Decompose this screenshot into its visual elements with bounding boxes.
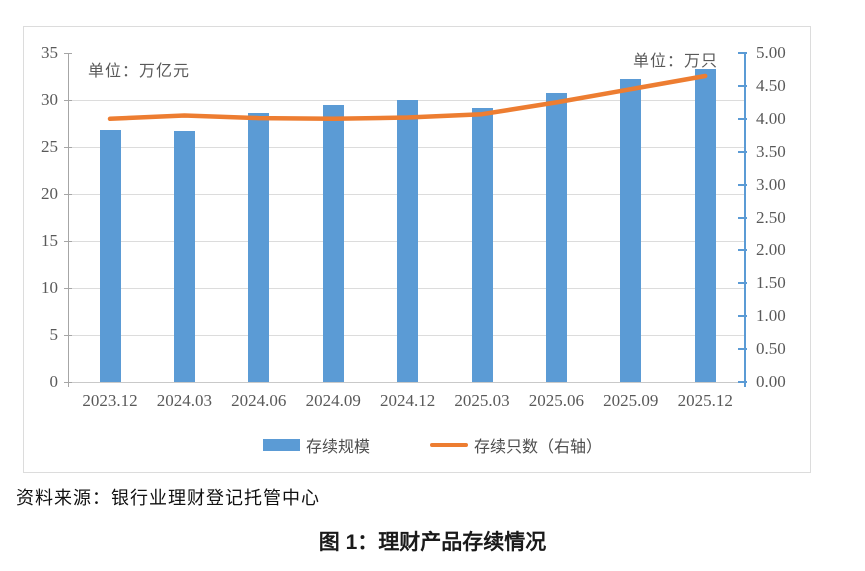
bar-series-swatch <box>263 439 300 451</box>
plot-area: 35 30 25 20 15 10 5 0 5.00 4.50 4.00 3.50 3.00 2.50 2.… <box>41 44 786 410</box>
x-axis-line <box>69 382 745 383</box>
right-axis-tick-label: 2.00 <box>756 240 786 260</box>
left-axis-tick <box>64 241 72 242</box>
left-axis-tick-label: 30 <box>41 90 58 109</box>
left-axis-tick-label: 5 <box>49 325 59 344</box>
x-axis-category-label: 2025.12 <box>677 391 733 410</box>
bar-series-legend-label: 存续规模 <box>306 439 371 456</box>
right-axis-tick-label: 4.50 <box>756 75 786 95</box>
legend-item-line-series: 存续只数（右轴） <box>430 433 602 457</box>
x-axis-category-label: 2024.09 <box>305 391 361 410</box>
bar-2024.06 <box>248 113 270 382</box>
bar-2025.12 <box>694 68 716 382</box>
left-axis-tick-label: 25 <box>41 137 58 156</box>
right-axis-tick <box>738 381 747 383</box>
bar-2025.06 <box>545 93 567 382</box>
right-axis-tick <box>738 117 747 120</box>
legend-item-bar-series: 存续规模 <box>263 433 370 457</box>
x-axis-category-label: 2025.09 <box>603 391 659 410</box>
x-axis-category-label: 2025.03 <box>454 391 510 410</box>
left-axis-tick <box>64 100 72 101</box>
left-axis-tick-label: 20 <box>41 184 58 203</box>
left-axis-tick-label: 10 <box>41 278 58 297</box>
right-axis-tick <box>738 150 747 153</box>
right-axis-tick-label: 4.00 <box>756 108 786 128</box>
line-series-svg <box>107 73 708 122</box>
x-axis-category-label: 2025.06 <box>528 391 585 410</box>
left-axis-tick <box>64 53 72 54</box>
bar-2024.12 <box>397 100 419 382</box>
right-axis-tick <box>738 52 747 54</box>
x-axis-category-label: 2024.06 <box>231 391 287 410</box>
line-series-path <box>107 73 708 122</box>
right-axis-tick-label: 1.00 <box>756 306 786 326</box>
right-axis-tick <box>738 249 747 252</box>
right-axis-tick-label: 5.00 <box>756 43 786 62</box>
x-axis-category-label: 2024.03 <box>156 391 213 410</box>
left-axis-tick-label: 0 <box>49 372 59 391</box>
right-y-axis-line <box>744 53 746 387</box>
figure-caption: 图 1：理财产品存续情况 <box>318 531 547 554</box>
chart-legend: 存续规模 存续只数（右轴） <box>263 433 602 457</box>
right-axis-tick-label: 2.50 <box>756 207 786 227</box>
source-note: 资料来源：银行业理财登记托管中心 <box>16 488 320 508</box>
left-axis-unit-label: 单位：万亿元 <box>88 63 191 80</box>
right-axis-tick <box>738 282 747 285</box>
bar-2025.09 <box>620 79 642 382</box>
x-axis-category-label: 2024.12 <box>379 391 436 410</box>
bar-2023.12 <box>99 130 121 382</box>
right-axis-tick <box>738 84 747 87</box>
right-axis-tick-label: 3.00 <box>756 174 786 194</box>
right-axis-tick-label: 3.50 <box>756 141 786 161</box>
right-axis-tick-label: 0.50 <box>756 339 786 359</box>
bar-2024.03 <box>173 131 195 382</box>
left-y-axis-line <box>68 53 69 387</box>
line-series-swatch <box>430 443 469 447</box>
left-axis-tick <box>64 194 72 195</box>
right-axis-tick <box>738 183 747 186</box>
right-axis-unit-label: 单位：万只 <box>632 53 718 70</box>
left-axis-tick <box>64 382 72 383</box>
bar-2025.03 <box>471 108 493 382</box>
bar-2024.09 <box>322 104 344 382</box>
chart-card: 单位：万亿元 单位：万只 35 30 25 20 15 10 5 0 5.00 4.50 4.00 3… <box>23 26 811 473</box>
right-axis-tick <box>738 216 747 219</box>
right-axis-tick <box>738 315 747 318</box>
left-axis-tick-label: 15 <box>41 231 58 250</box>
left-axis-tick <box>64 147 72 148</box>
right-axis-tick-label: 1.50 <box>756 273 786 293</box>
right-axis-tick <box>738 348 747 351</box>
left-axis-tick <box>64 288 72 289</box>
left-axis-tick-label: 35 <box>41 43 58 62</box>
line-series-legend-label: 存续只数（右轴） <box>474 439 603 456</box>
x-axis-category-label: 2023.12 <box>82 391 138 410</box>
left-axis-tick <box>64 335 72 336</box>
right-axis-tick-label: 0.00 <box>756 372 786 391</box>
